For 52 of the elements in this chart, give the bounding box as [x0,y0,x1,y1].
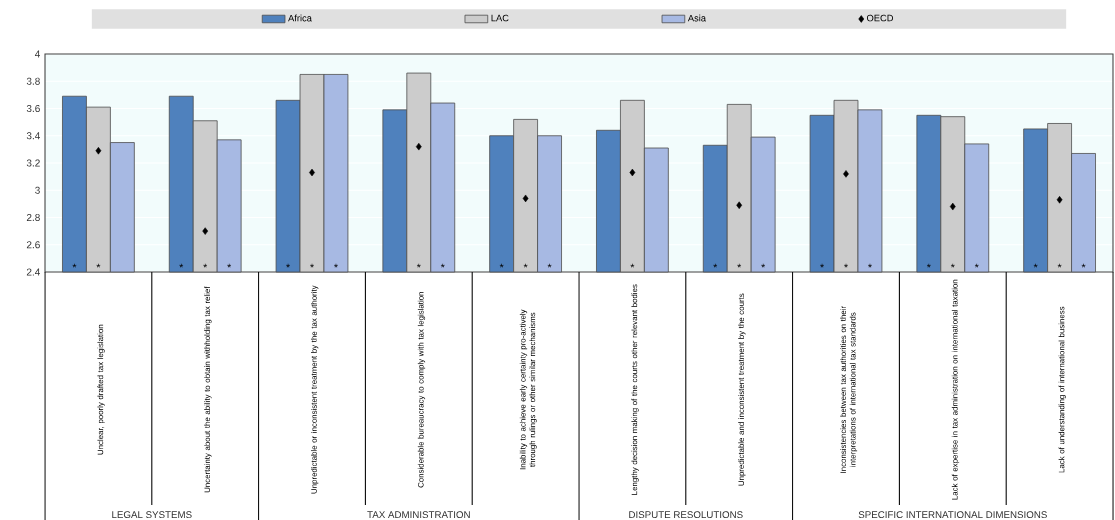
data-label: * [1081,263,1086,268]
data-label: * [334,263,338,268]
point [1056,196,1063,204]
legend-label: Asia [687,14,706,22]
point [202,227,209,235]
data-label: * [713,263,718,268]
data-label: * [974,263,979,268]
data-label: * [416,263,421,268]
legend-label: OECD [866,14,894,22]
data-label: * [630,263,635,268]
text: TAX ADMINISTRATION [367,511,470,519]
point [843,170,849,178]
data-label: * [820,263,824,268]
y-tick-label: 2.8 [26,213,40,222]
point [95,147,102,155]
data-label: * [179,263,184,268]
point [522,194,529,203]
point [736,201,743,209]
text: DISPUTE RESOLUTIONS [629,511,743,519]
y-tick-label: 2.4 [26,268,41,276]
y-tick-label: 3.6 [26,104,40,113]
y-tick-label: 2.6 [26,241,40,249]
data-label: * [203,263,208,268]
data-label: * [96,263,101,268]
legend-label: LAC [491,14,509,22]
data-label: * [761,263,766,268]
data-label: * [1033,263,1038,268]
data-label: * [227,263,232,268]
data-label: * [310,263,314,268]
text: LEGAL SYSTEMS [112,511,192,519]
data-label: * [868,263,872,268]
y-tick-label: 3.4 [26,132,41,140]
data-label: * [523,263,528,268]
data-label: * [1057,263,1062,268]
y-tick-label: 3 [35,186,40,194]
y-tick-label: 3.2 [26,159,40,167]
y-tick-label: 3.8 [26,77,40,85]
data-label: * [844,263,848,268]
data-label: * [737,263,742,268]
data-label: * [547,263,552,268]
point [415,142,422,151]
data-label: * [286,263,290,268]
data-label: * [72,263,77,268]
y-tick-label: 4 [34,50,41,58]
text: SPECIFIC INTERNATIONAL DIMENSIONS [858,511,1047,519]
point [949,202,956,211]
data-label: * [950,263,955,268]
data-label: * [440,263,445,268]
data-label: * [926,263,931,268]
point [629,168,636,177]
legend-label: Africa [288,14,312,22]
data-label: * [499,263,504,268]
